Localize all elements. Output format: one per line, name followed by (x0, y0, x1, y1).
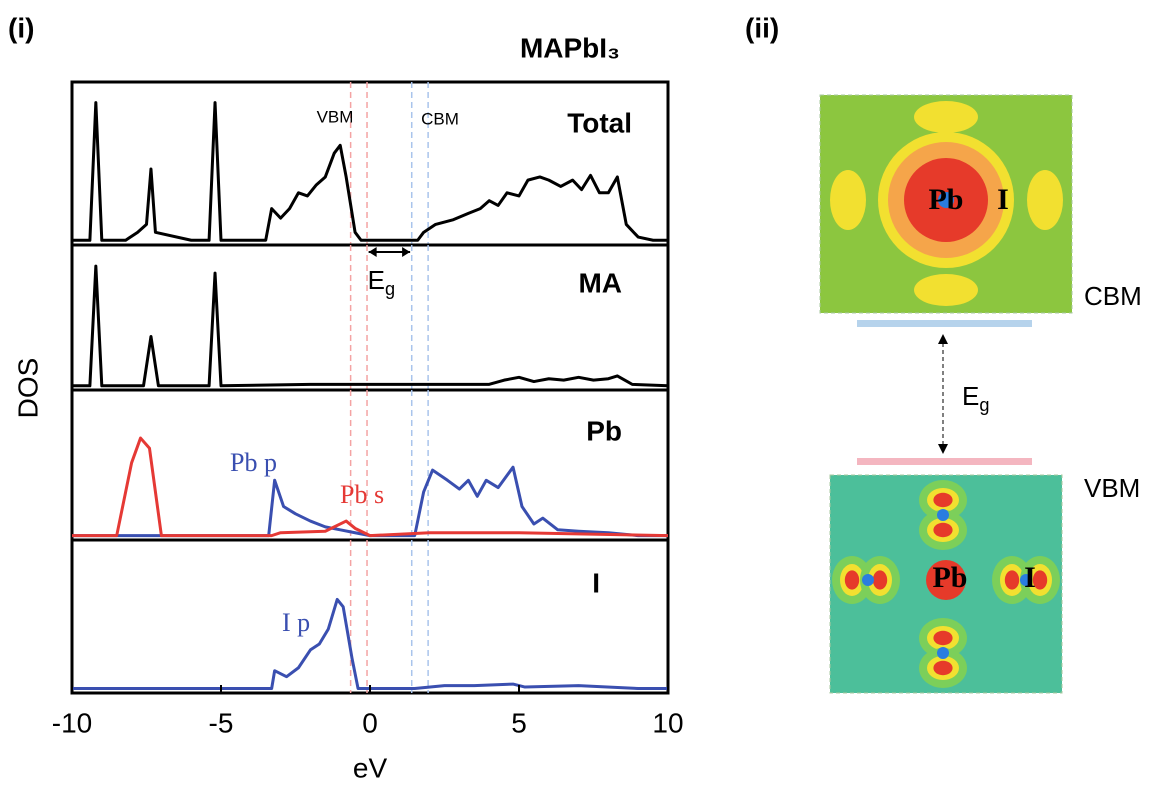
panel-title: I (592, 567, 600, 598)
atom-label: I (997, 183, 1009, 216)
series-label: I p (282, 608, 310, 637)
x-tick-label: 10 (652, 707, 683, 738)
compound-label: MAPbI₃ (520, 32, 620, 63)
panel-title: Total (567, 107, 632, 138)
dos-line (72, 599, 668, 688)
x-axis-label: eV (353, 752, 388, 783)
lobe (862, 574, 874, 586)
plot-frame (72, 390, 668, 540)
x-tick-label: 0 (362, 707, 378, 738)
y-axis-label: DOS (12, 358, 43, 419)
subscript-label: Eg (962, 381, 989, 415)
vbm-level (857, 458, 1032, 465)
page: {"figure": {"panel_i_label": "(i)", "pan… (0, 0, 1166, 791)
level-label: CBM (1084, 281, 1142, 311)
plot-frame (72, 540, 668, 693)
atom-label: I (1024, 561, 1036, 594)
panel-label: (ii) (745, 12, 779, 43)
lobe (830, 170, 866, 230)
lobe (933, 493, 952, 507)
lobe (933, 661, 952, 675)
atom-label: Pb (928, 183, 963, 216)
subscript: g (979, 395, 989, 415)
lobe (937, 647, 949, 659)
series-label: Pb s (340, 480, 384, 509)
lobe (1005, 570, 1019, 589)
lobe (1027, 170, 1063, 230)
lobe (914, 274, 978, 306)
subscript-label: Eg (368, 265, 395, 299)
lobe (937, 509, 949, 521)
lobe (933, 523, 952, 537)
lobe (873, 570, 887, 589)
vbm-label: VBM (317, 107, 354, 126)
level-label: VBM (1084, 473, 1140, 503)
cbm-level (857, 320, 1032, 327)
panel-title: Pb (586, 415, 622, 446)
symbol: E (368, 265, 385, 295)
atom-label: Pb (932, 561, 967, 594)
lobe (933, 631, 952, 645)
symbol: E (962, 381, 979, 411)
x-tick-label: -5 (209, 707, 234, 738)
figure: (i) (ii) MAPbI₃ Pb I Pb I CBM VBM Eg Total VBM CB… (0, 0, 1166, 786)
lobe (845, 570, 859, 589)
panel-title: MA (578, 267, 622, 298)
cbm-label: CBM (421, 109, 459, 128)
panel-label: (i) (8, 12, 34, 43)
x-tick-label: 5 (511, 707, 527, 738)
series-label: Pb p (230, 448, 277, 477)
x-tick-label: -10 (52, 707, 92, 738)
lobe (914, 101, 978, 133)
subscript: g (385, 279, 395, 299)
